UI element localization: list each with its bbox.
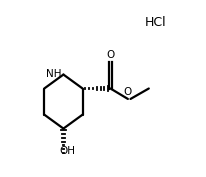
Text: O: O — [106, 50, 114, 60]
Text: O: O — [123, 87, 131, 97]
Text: NH: NH — [46, 69, 61, 79]
Text: OH: OH — [59, 145, 75, 156]
Text: HCl: HCl — [144, 16, 166, 29]
